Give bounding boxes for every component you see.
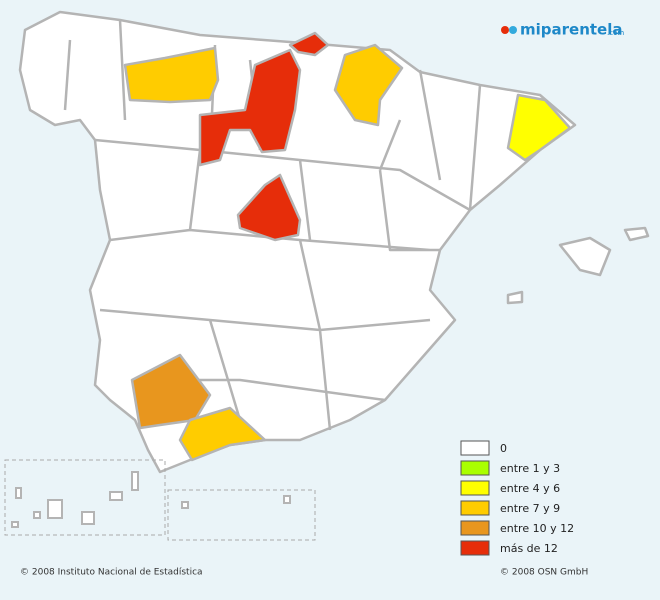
inset-box — [4, 459, 166, 536]
province — [178, 406, 267, 462]
legend-label: 0 — [500, 442, 507, 455]
island — [623, 226, 650, 242]
credit: © 2008 Instituto Nacional de Estadística — [20, 568, 203, 578]
logo-icon — [501, 26, 509, 34]
province-borders — [63, 19, 482, 431]
legend-swatch — [460, 540, 490, 556]
inset-box — [167, 489, 316, 541]
legend-label: entre 10 y 12 — [500, 522, 574, 535]
legend-label: entre 7 y 9 — [500, 502, 560, 515]
mainland — [18, 10, 577, 474]
province — [236, 173, 302, 242]
logo-suffix: .com — [607, 29, 624, 37]
province — [198, 48, 302, 167]
legend-swatch — [460, 440, 490, 456]
canary-islands — [11, 471, 291, 528]
island — [558, 236, 612, 277]
legend-label: entre 1 y 3 — [500, 462, 560, 475]
province — [288, 31, 330, 57]
legend-label: más de 12 — [500, 542, 558, 555]
legend-swatch — [460, 520, 490, 536]
legend-swatch — [460, 480, 490, 496]
logo: miparentela .com — [501, 21, 624, 39]
province — [333, 43, 404, 127]
legend-swatch — [460, 500, 490, 516]
province — [506, 93, 572, 162]
legend-swatch — [460, 460, 490, 476]
legend: 0 entre 1 y 3 entre 4 y 6 entre 7 y 9 entre … — [460, 440, 574, 556]
logo-icon — [509, 26, 517, 34]
logo-text: miparentela — [520, 21, 623, 39]
legend-label: entre 4 y 6 — [500, 482, 560, 495]
credit: © 2008 OSN GmbH — [500, 568, 588, 578]
island — [506, 290, 524, 305]
province — [123, 46, 220, 104]
